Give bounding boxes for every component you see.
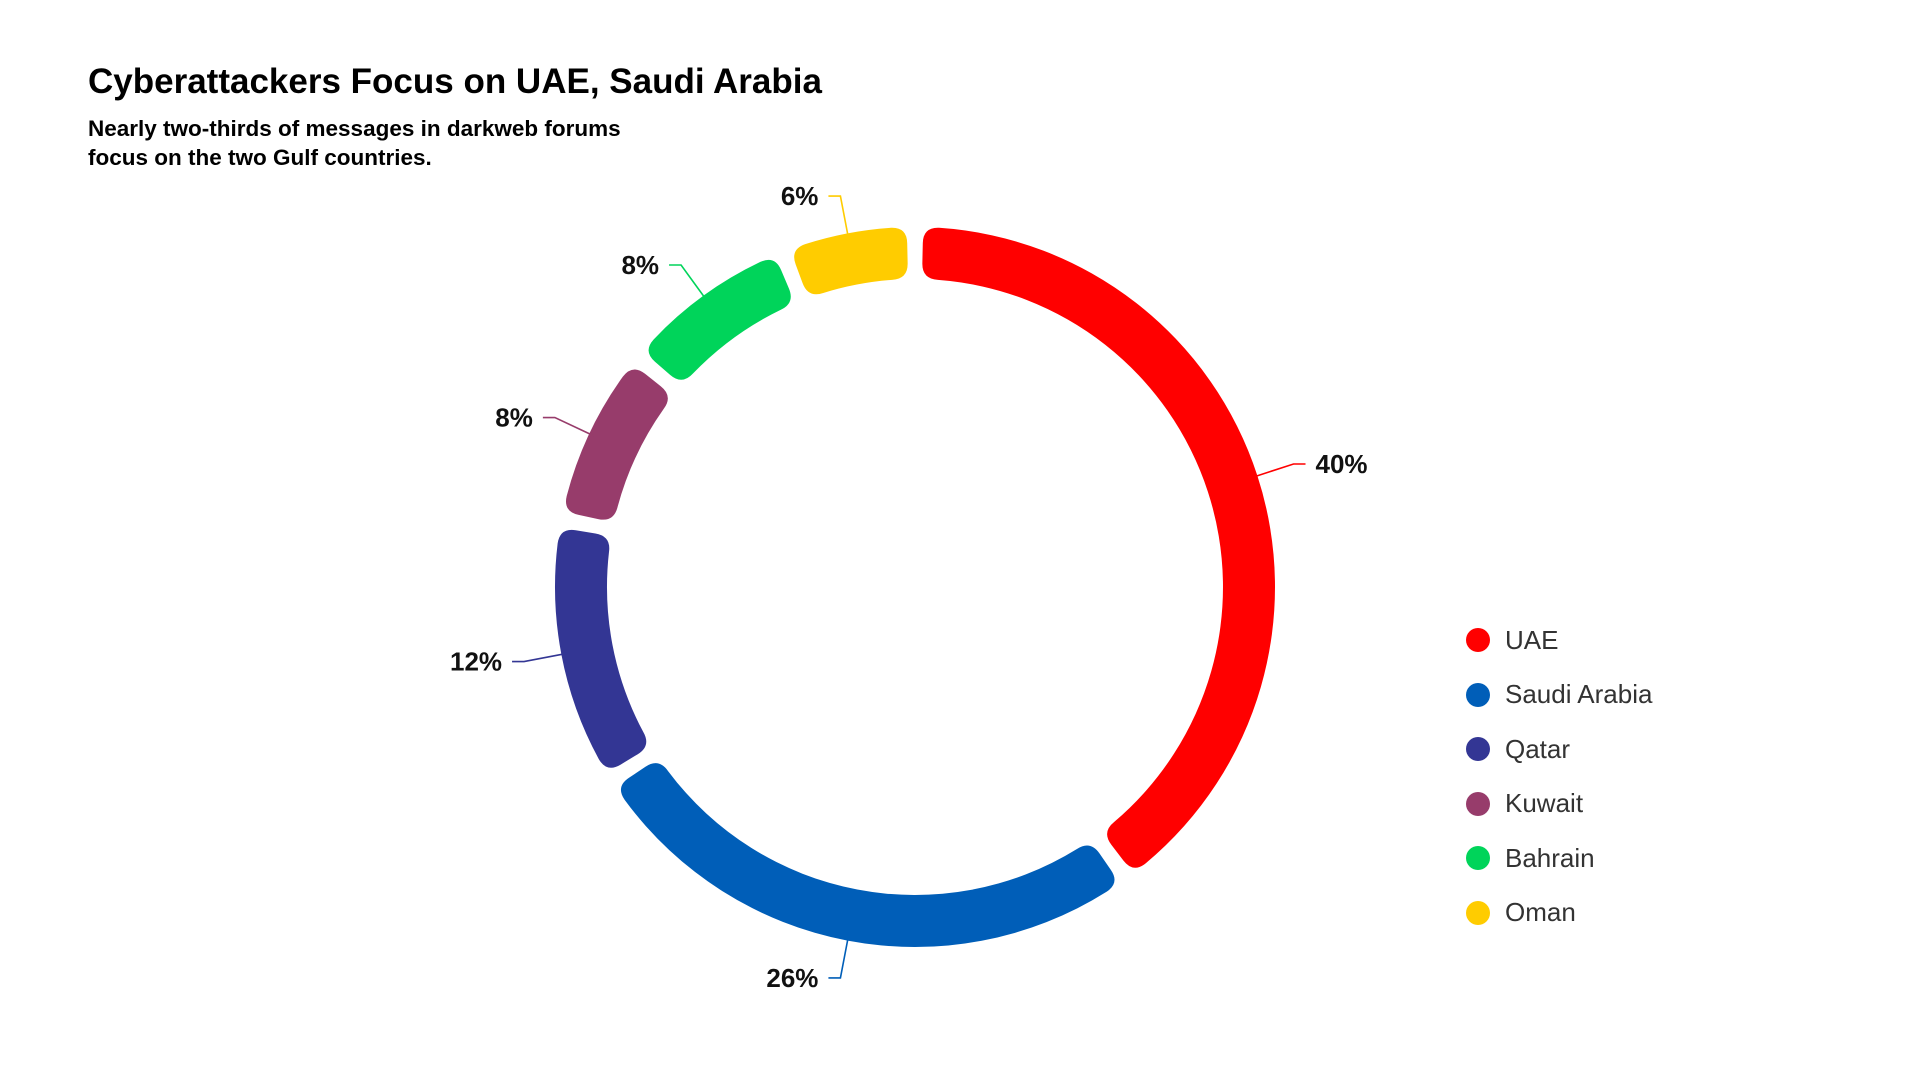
value-label-uae: 40%: [1316, 449, 1368, 479]
legend-item-saudi-arabia[interactable]: Saudi Arabia: [1466, 668, 1652, 723]
slice-bahrain[interactable]: [648, 259, 791, 380]
leader-line-qatar: [512, 652, 568, 663]
legend-item-bahrain[interactable]: Bahrain: [1466, 831, 1652, 886]
slice-kuwait[interactable]: [565, 369, 668, 520]
donut-slices: [555, 227, 1276, 948]
value-label-kuwait: 8%: [495, 403, 533, 433]
slice-value-labels: 40% 26% 12% 8% 8% 6%: [450, 181, 1368, 993]
slice-oman[interactable]: [794, 227, 908, 295]
slice-qatar[interactable]: [555, 529, 647, 768]
value-label-bahrain: 8%: [621, 250, 659, 280]
slice-uae[interactable]: [922, 227, 1276, 868]
label-leader-lines: [512, 195, 1306, 979]
legend-swatch-qatar: [1466, 737, 1490, 762]
leader-line-uae: [1251, 463, 1306, 479]
legend-swatch-kuwait: [1466, 791, 1490, 816]
legend-swatch-oman: [1466, 900, 1490, 925]
chart-subtitle-line-1: Nearly two-thirds of messages in darkweb…: [88, 116, 621, 141]
chart-subtitle-line-2: focus on the two Gulf countries.: [88, 145, 432, 170]
chart-legend: UAE Saudi Arabia Qatar Kuwait Bahrain Om…: [1466, 613, 1652, 940]
legend-item-oman[interactable]: Oman: [1466, 886, 1652, 941]
leader-line-saudi-arabia: [828, 934, 850, 979]
legend-swatch-saudi-arabia: [1466, 682, 1490, 707]
value-label-qatar: 12%: [450, 647, 502, 677]
legend-item-kuwait[interactable]: Kuwait: [1466, 777, 1652, 832]
legend-item-qatar[interactable]: Qatar: [1466, 722, 1652, 777]
legend-label-qatar: Qatar: [1505, 733, 1571, 764]
legend-label-uae: UAE: [1505, 624, 1559, 655]
chart-subtitle: Nearly two-thirds of messages in darkweb…: [88, 114, 708, 172]
leader-line-oman: [828, 195, 850, 240]
legend-swatch-bahrain: [1466, 846, 1490, 871]
legend-label-saudi-arabia: Saudi Arabia: [1505, 679, 1653, 710]
leader-line-bahrain: [669, 264, 708, 302]
legend-item-uae[interactable]: UAE: [1466, 613, 1652, 668]
value-label-saudi-arabia: 26%: [766, 963, 818, 993]
chart-title: Cyberattackers Focus on UAE, Saudi Arabi…: [88, 62, 822, 101]
slice-saudi-arabia[interactable]: [620, 763, 1115, 948]
legend-label-oman: Oman: [1505, 897, 1576, 928]
value-label-oman: 6%: [781, 181, 819, 211]
legend-label-bahrain: Bahrain: [1505, 842, 1595, 873]
leader-line-kuwait: [542, 416, 596, 437]
legend-label-kuwait: Kuwait: [1505, 788, 1584, 819]
legend-swatch-uae: [1466, 628, 1490, 653]
